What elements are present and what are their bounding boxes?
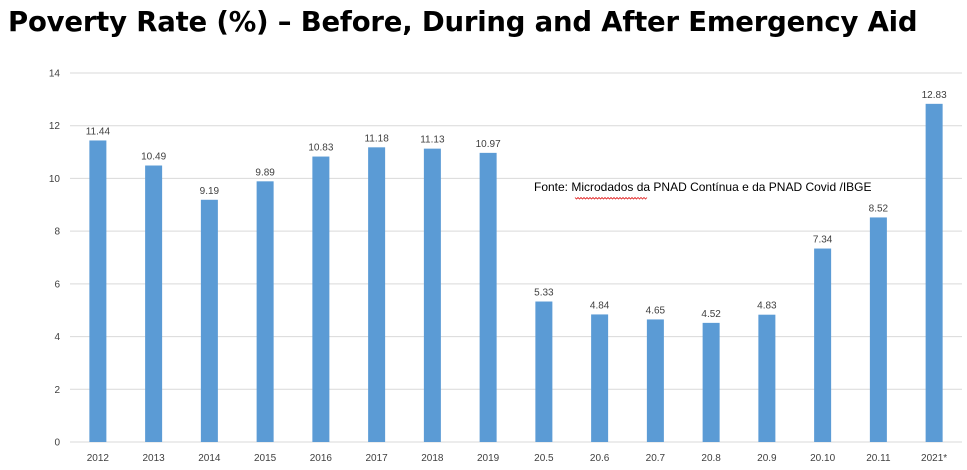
bar-20.6 [591, 314, 609, 442]
x-axis-ticks: 2012 2013 2014 2015 2016 2017 2018 2019 20.5 20.6… [87, 453, 948, 464]
data-label: 4.83 [757, 301, 777, 312]
data-label: 8.52 [869, 203, 889, 214]
data-label: 4.84 [590, 300, 610, 311]
bar-20.8 [702, 322, 720, 442]
y-tick-label: 0 [54, 438, 60, 449]
x-tick-label: 20.5 [534, 453, 554, 464]
source-annotation: Fonte: Microdados da PNAD Contínua e da … [534, 180, 872, 194]
x-tick-label: 2012 [87, 453, 110, 464]
bar-2018 [423, 148, 441, 442]
y-tick-label: 8 [54, 227, 60, 238]
data-labels: 11.44 10.49 9.19 9.89 10.83 11.18 11.13 10.97 5.… [86, 90, 947, 320]
x-tick-label: 2015 [254, 453, 277, 464]
data-label: 12.83 [922, 90, 947, 101]
data-label: 9.89 [255, 167, 275, 178]
x-tick-label: 2019 [477, 453, 500, 464]
y-axis-ticks: 0 2 4 6 8 10 12 14 [49, 69, 61, 449]
bar-20.7 [646, 319, 664, 442]
y-tick-label: 12 [49, 121, 61, 132]
x-tick-label: 20.6 [590, 453, 610, 464]
x-tick-label: 2016 [310, 453, 333, 464]
x-tick-label: 20.9 [757, 453, 777, 464]
y-tick-label: 6 [54, 279, 60, 290]
bars [89, 103, 943, 443]
data-label: 4.52 [701, 309, 721, 320]
data-label: 5.33 [534, 288, 554, 299]
data-label: 11.13 [420, 135, 445, 146]
gridlines [70, 72, 962, 443]
x-tick-label: 2017 [366, 453, 389, 464]
y-tick-label: 10 [49, 174, 61, 185]
bar-20.10 [814, 248, 832, 442]
y-tick-label: 4 [54, 332, 60, 343]
x-tick-label: 20.10 [810, 453, 835, 464]
bar-2017 [368, 147, 386, 442]
x-tick-label: 2018 [421, 453, 444, 464]
x-tick-label: 2021* [921, 453, 947, 464]
spellcheck-underline [574, 196, 648, 200]
data-label: 7.34 [813, 235, 833, 246]
x-tick-label: 20.11 [866, 453, 891, 464]
data-label: 4.65 [646, 305, 666, 316]
x-tick-label: 2013 [143, 453, 166, 464]
bar-20.11 [869, 217, 887, 442]
bar-2021* [925, 103, 943, 442]
y-tick-label: 14 [49, 69, 61, 80]
chart-title: Poverty Rate (%) – Before, During and Af… [8, 6, 918, 38]
bar-2014 [200, 199, 218, 442]
data-label: 11.18 [364, 133, 389, 144]
x-tick-label: 2014 [198, 453, 221, 464]
data-label: 10.97 [476, 139, 501, 150]
x-tick-label: 20.7 [646, 453, 666, 464]
bar-2019 [479, 152, 497, 443]
data-label: 10.83 [308, 143, 333, 154]
data-label: 10.49 [141, 152, 166, 163]
data-label: 9.19 [200, 186, 220, 197]
y-tick-label: 2 [54, 385, 60, 396]
x-tick-label: 20.8 [701, 453, 721, 464]
bar-2012 [89, 140, 107, 442]
bar-20.5 [535, 301, 553, 442]
data-label: 11.44 [86, 126, 111, 137]
bar-2016 [312, 156, 330, 443]
bar-20.9 [758, 314, 776, 442]
bar-2015 [256, 181, 274, 442]
bar-2013 [145, 165, 163, 443]
